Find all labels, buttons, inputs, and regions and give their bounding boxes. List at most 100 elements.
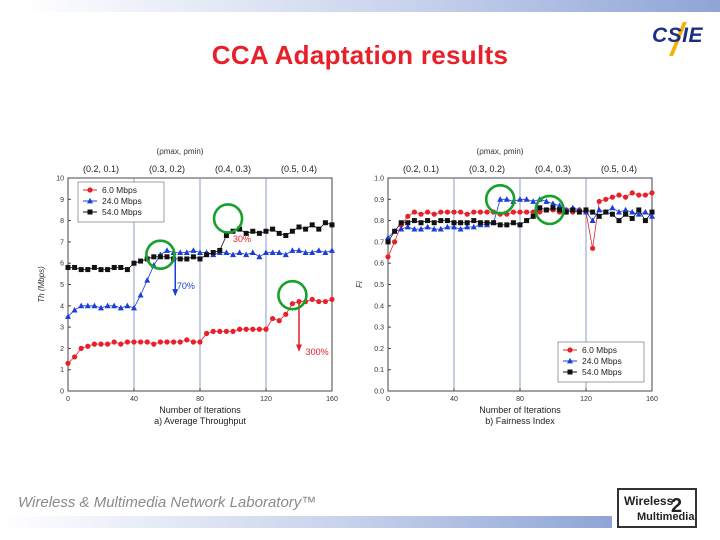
b-data-point	[556, 202, 563, 209]
b-data-point	[458, 220, 464, 226]
a-data-point	[256, 326, 262, 332]
a-y-tick-label: 3	[60, 325, 64, 332]
b-data-point	[464, 211, 470, 217]
a-data-point	[137, 291, 144, 298]
b-data-point	[424, 223, 431, 230]
a-highlight-circle	[145, 239, 176, 270]
b-data-point	[405, 213, 411, 219]
b-data-point	[385, 239, 391, 245]
b-y-axis-label: Fi	[355, 281, 364, 288]
a-data-point	[217, 328, 223, 334]
b-data-point	[590, 245, 596, 251]
a-data-point	[111, 302, 118, 309]
b-series-2	[385, 205, 655, 245]
b-y-tick-label: 0.9	[374, 197, 384, 204]
b-y-tick-label: 0.0	[374, 389, 384, 396]
b-data-point	[524, 218, 530, 224]
a-data-point	[302, 249, 309, 255]
a-data-point	[296, 247, 302, 253]
a-data-point	[289, 228, 295, 234]
a-data-point	[329, 247, 335, 253]
a-data-point	[91, 302, 98, 309]
b-data-point	[649, 213, 655, 219]
b-data-point	[457, 225, 464, 232]
a-data-point	[237, 326, 243, 332]
a-data-point	[303, 226, 309, 232]
a-data-point	[65, 313, 71, 319]
lab-logo-line1: Wireless	[624, 494, 674, 508]
b-data-point	[437, 225, 444, 232]
a-x-tick-label: 40	[130, 396, 138, 403]
b-data-point	[451, 209, 457, 215]
a-series-0	[65, 296, 335, 366]
a-series-2	[65, 220, 335, 273]
a-data-point	[276, 249, 283, 255]
b-data-point	[636, 192, 642, 198]
a-data-point	[78, 267, 84, 273]
b-legend-label: 24.0 Mbps	[582, 356, 622, 366]
a-data-point	[124, 339, 130, 345]
a-data-point	[144, 277, 151, 283]
b-data-point	[629, 190, 635, 196]
a-y-tick-label: 5	[60, 282, 64, 289]
b-legend-marker	[567, 357, 573, 364]
b-data-point	[537, 205, 543, 211]
b-data-point	[623, 211, 629, 217]
a-data-point	[71, 306, 78, 313]
a-data-point	[118, 341, 124, 347]
b-data-point	[642, 208, 649, 215]
a-data-point	[243, 251, 250, 258]
a-highlight-circle	[277, 279, 308, 311]
b-data-point	[622, 206, 629, 213]
b-data-point	[504, 222, 510, 228]
b-data-point	[629, 215, 635, 221]
b-data-point	[530, 198, 537, 204]
b-data-point	[642, 218, 648, 224]
a-data-point	[131, 304, 137, 311]
b-data-point	[550, 205, 556, 211]
a-data-point	[138, 339, 144, 345]
b-data-point	[411, 209, 417, 215]
a-data-point	[91, 264, 97, 270]
b-y-tick-label: 0.3	[374, 325, 384, 332]
b-data-point	[451, 220, 457, 226]
a-data-point	[164, 339, 170, 345]
a-arrow-head	[172, 289, 179, 297]
a-data-point	[316, 226, 322, 232]
a-data-point	[223, 249, 230, 255]
a-y-tick-label: 0	[60, 389, 64, 396]
a-data-point	[322, 249, 329, 255]
a-data-point	[276, 318, 282, 324]
a-data-point	[329, 296, 335, 303]
a-data-point	[237, 226, 243, 232]
a-data-point	[177, 249, 184, 255]
a-data-point	[138, 258, 144, 264]
a-data-point	[184, 337, 190, 343]
b-data-point	[405, 220, 411, 226]
b-data-point	[458, 209, 464, 215]
a-data-point	[263, 249, 269, 255]
a-legend-label: 54.0 Mbps	[102, 207, 142, 217]
a-data-point	[282, 251, 289, 258]
a-data-point	[98, 341, 104, 347]
b-legend-marker	[567, 369, 573, 375]
b-data-point	[596, 206, 603, 213]
b-data-point	[583, 207, 589, 213]
b-data-point	[398, 220, 404, 226]
b-data-point	[589, 217, 596, 223]
footer-lab-name: Wireless & Multimedia Network Laboratory…	[18, 494, 317, 511]
b-data-point	[392, 228, 398, 234]
a-data-point	[98, 304, 104, 311]
a-data-point	[230, 328, 236, 334]
b-y-tick-label: 0.2	[374, 346, 384, 353]
b-data-point	[411, 218, 417, 224]
b-data-point	[543, 207, 549, 213]
a-data-point	[91, 341, 97, 347]
a-data-point	[250, 326, 256, 332]
a-data-point	[131, 339, 137, 345]
b-data-point	[444, 209, 450, 215]
bottom-accent-bar	[0, 516, 612, 528]
b-data-point	[570, 207, 576, 213]
b-data-point	[596, 213, 602, 219]
a-data-point	[177, 256, 183, 262]
